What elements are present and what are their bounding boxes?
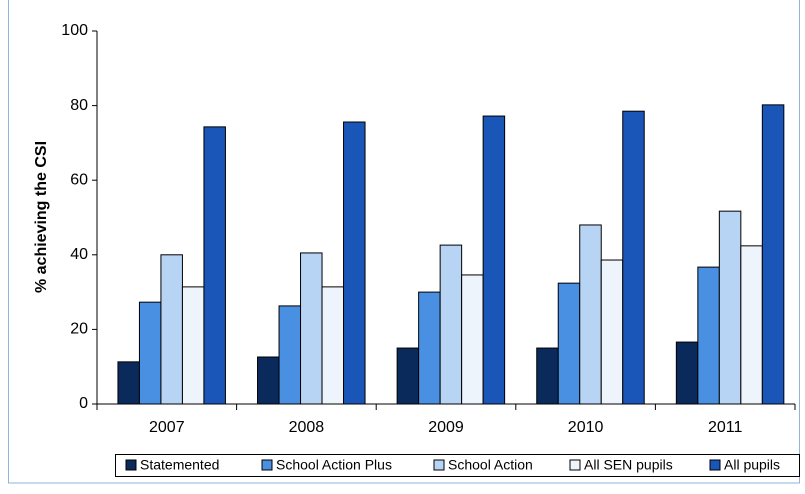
y-tick-label: 40 (70, 246, 88, 263)
y-tick-label: 20 (70, 321, 88, 338)
bar (557, 282, 581, 405)
bar (117, 361, 140, 405)
x-tick-label: 2008 (289, 419, 325, 436)
legend (115, 454, 800, 477)
bar (300, 252, 323, 405)
bar (181, 286, 205, 405)
legend-swatch (261, 459, 273, 471)
y-tick-label: 60 (70, 171, 88, 188)
legend-swatch (709, 459, 721, 471)
legend-swatch (125, 459, 137, 471)
y-tick-label: 80 (70, 97, 88, 114)
y-tick-label: 100 (61, 22, 88, 39)
bar (278, 305, 302, 405)
bar (579, 224, 602, 405)
bar (160, 254, 183, 405)
x-tick-label: 2010 (568, 419, 604, 436)
legend-swatch (433, 459, 445, 471)
bar (761, 104, 785, 405)
legend-label: School Action Plus (276, 457, 392, 473)
legend-swatch (569, 459, 581, 471)
bar (203, 126, 226, 405)
bar (439, 244, 463, 405)
legend-label: All SEN pupils (584, 457, 673, 473)
legend-label: School Action (448, 457, 533, 473)
bar (138, 301, 162, 405)
bar (718, 210, 742, 405)
chart-border (8, 0, 800, 484)
bar (600, 259, 624, 405)
legend-label: All pupils (724, 457, 780, 473)
bar (482, 115, 506, 405)
bar (343, 121, 366, 405)
bar (740, 245, 763, 405)
x-tick-label: 2009 (428, 419, 464, 436)
y-axis-title: % achieving the CSI (33, 141, 50, 293)
x-tick-label: 2007 (149, 419, 185, 436)
bar (321, 286, 345, 405)
bar (697, 266, 720, 405)
bar (622, 110, 645, 405)
y-tick-label: 0 (79, 395, 88, 412)
bar (418, 291, 441, 405)
bar (536, 347, 559, 405)
bar (257, 356, 280, 405)
bar (461, 274, 484, 405)
bar (396, 347, 420, 405)
legend-label: Statemented (140, 457, 219, 473)
bar (675, 341, 699, 405)
x-tick-label: 2011 (708, 419, 743, 436)
